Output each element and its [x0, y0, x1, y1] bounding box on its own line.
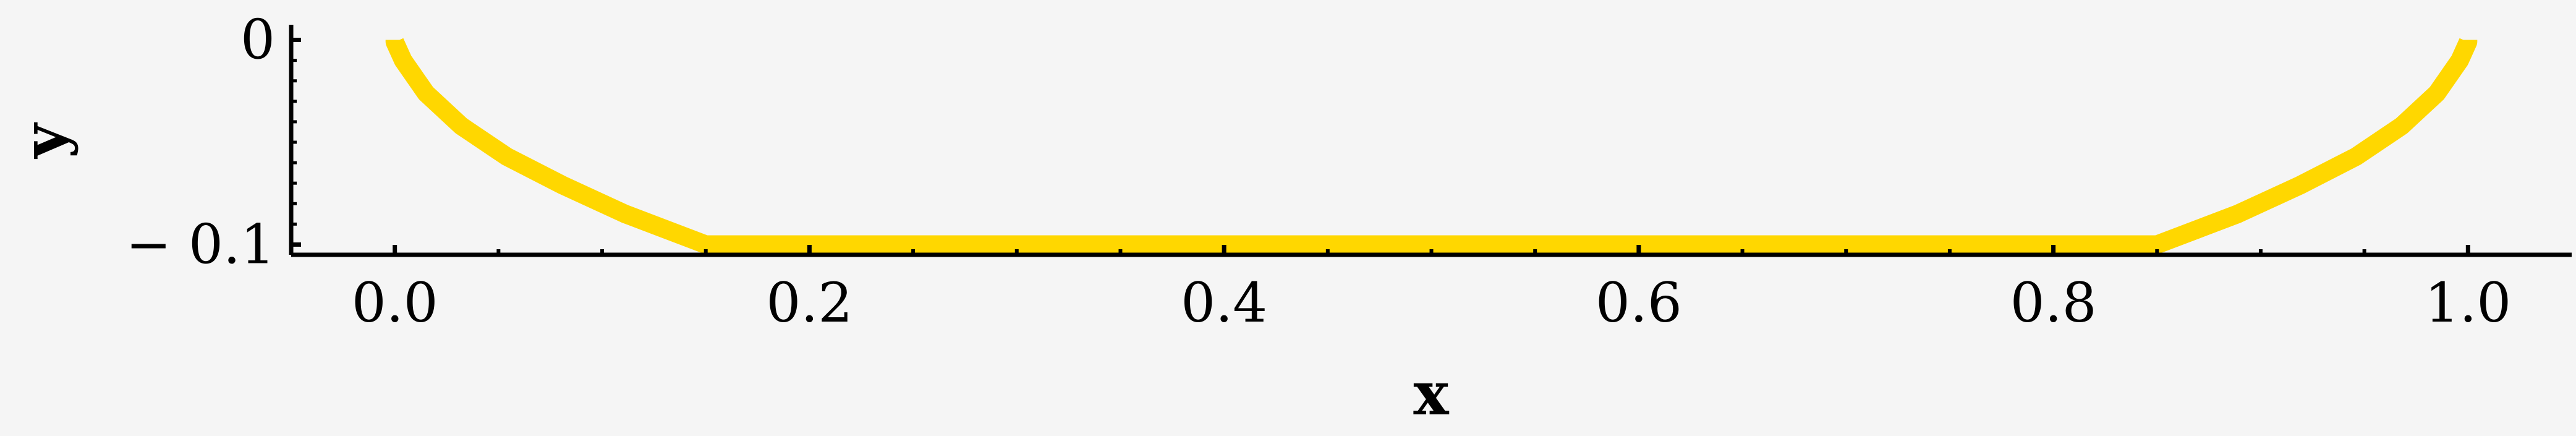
x-tick-label-3: 0.6: [1596, 271, 1682, 335]
x-tick-label-5: 1.0: [2425, 271, 2511, 335]
labels-layer: 0.0 0.2 0.4 0.6 0.8 1.0 0 − 0.1 x y: [9, 8, 2511, 429]
x-tick-label-4: 0.8: [2010, 271, 2097, 335]
y-tick-label-1: − 0.1: [125, 212, 275, 276]
x-axis-title: x: [1413, 359, 1449, 429]
series-layer: [385, 32, 2478, 254]
x-tick-label-2: 0.4: [1181, 271, 1267, 335]
series-line-0: [385, 32, 2478, 254]
x-tick-label-0: 0.0: [352, 271, 438, 335]
axes-layer: [289, 25, 2572, 257]
y-tick-label-0: 0: [240, 8, 275, 72]
y-axis-title: y: [9, 122, 79, 160]
x-tick-label-1: 0.2: [766, 271, 852, 335]
